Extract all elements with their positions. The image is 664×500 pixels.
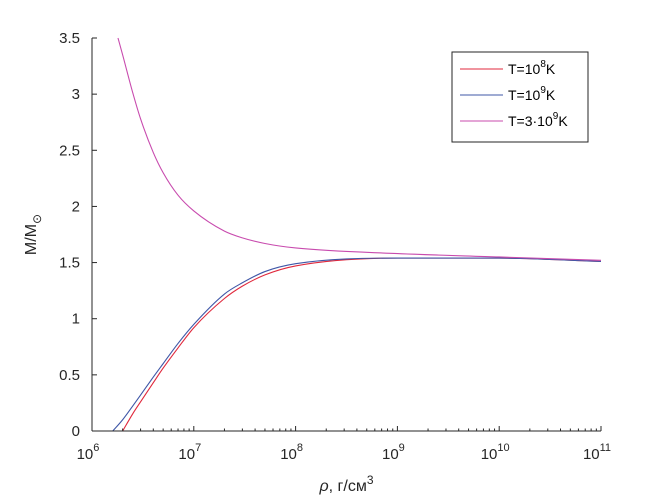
legend-label-unit: K (558, 113, 568, 129)
x-tick-base: 10 (280, 446, 297, 463)
legend-box (451, 51, 589, 143)
y-tick-label-0: 0 (72, 423, 80, 440)
y-axis-label-text: M/M (23, 224, 40, 255)
x-tick-base: 10 (583, 446, 600, 463)
legend-label-unit: K (546, 61, 556, 77)
x-ticks: 106 107 108 109 1010 1011 (77, 426, 611, 463)
x-tick-base: 10 (77, 446, 94, 463)
x-tick-base: 10 (481, 446, 498, 463)
x-tick-exp: 7 (195, 442, 201, 454)
axes-layer (91, 38, 601, 432)
y-tick-label-6: 3 (72, 86, 80, 103)
y-tick-label-2: 1 (72, 311, 80, 328)
x-axis-label-sup: 3 (367, 473, 374, 487)
x-tick-exp: 10 (497, 442, 509, 454)
x-tick-exp: 8 (297, 442, 303, 454)
legend-label-sup: 9 (553, 111, 559, 122)
x-axis-label: ρ, г/см3 (318, 473, 373, 495)
legend-label-2: T=3·109K (508, 111, 568, 129)
y-tick-label-4: 2 (72, 198, 80, 215)
y-axis-label-sub: ⊙ (30, 214, 44, 224)
y-ticks: 0 0.5 1 1.5 2 2.5 3 3.5 (59, 30, 97, 440)
x-tick-label-0: 106 (77, 442, 100, 463)
legend-label-1: T=109K (508, 85, 556, 103)
series-layer (112, 37, 602, 432)
legend-label-0: T=108K (508, 59, 556, 77)
y-tick-label-3: 1.5 (59, 255, 80, 272)
x-tick-label-2: 108 (280, 442, 303, 463)
x-tick-label-4: 1010 (481, 442, 510, 463)
x-tick-exp: 11 (600, 442, 611, 454)
x-axis-label-symbol: ρ (318, 478, 328, 495)
legend-label-sup: 8 (540, 59, 546, 70)
y-tick-label-5: 2.5 (59, 142, 80, 159)
y-axis-label: M/M⊙ (23, 214, 44, 255)
y-tick-label-7: 3.5 (59, 30, 80, 47)
x-tick-base: 10 (178, 446, 195, 463)
x-axis-label-text: , г/см (329, 478, 367, 495)
legend-label-unit: K (546, 87, 556, 103)
x-tick-label-3: 109 (382, 442, 405, 463)
y-tick-label-1: 0.5 (59, 367, 80, 384)
x-tick-exp: 9 (399, 442, 405, 454)
x-tick-exp: 6 (93, 442, 99, 454)
series-line-2 (117, 37, 602, 261)
x-tick-base: 10 (382, 446, 399, 463)
legend-label-sup: 9 (540, 85, 546, 96)
legend-label-main: T=10 (508, 61, 541, 77)
x-tick-label-5: 1011 (583, 442, 611, 463)
series-line-1 (112, 257, 602, 432)
legend-label-main: T=10 (508, 87, 541, 103)
legend-label-main: T=3·10 (508, 113, 553, 129)
x-tick-label-1: 107 (178, 442, 201, 463)
